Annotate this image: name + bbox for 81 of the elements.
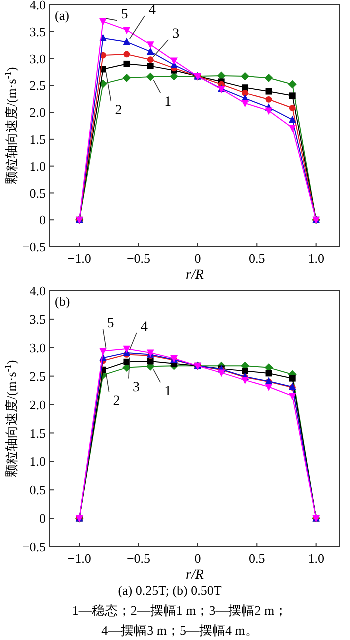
point [242, 100, 250, 108]
y-tick-label: 0 [40, 212, 46, 228]
text: 1—稳态；2—摆幅1 m；3—摆幅2 m； [72, 603, 288, 618]
text: 4—摆幅3 m；5—摆幅4 m。 [102, 623, 258, 638]
point [264, 74, 274, 82]
y-tick-label: 1.5 [30, 426, 46, 441]
point [265, 108, 273, 116]
point [147, 358, 154, 365]
x-tick-label: 1.0 [308, 551, 324, 566]
y-tick-label: 2.0 [30, 397, 46, 412]
series-label: 1 [164, 95, 172, 110]
series-label: 1 [164, 384, 172, 400]
point [288, 124, 296, 132]
y-tick-label: 3.5 [30, 24, 46, 40]
x-tick-label: 0 [194, 551, 202, 566]
y-tick-label: 3.0 [30, 51, 46, 66]
series-label: 4 [140, 320, 148, 336]
series-label: 2 [113, 394, 120, 410]
point [266, 88, 272, 95]
text: 4 [148, 3, 156, 18]
x-tick-label: −1.0 [68, 551, 92, 566]
series-label: 2 [115, 104, 122, 119]
text: (a) 0.25T; (b) 0.50T [118, 583, 222, 598]
point [146, 72, 155, 82]
point [288, 393, 296, 400]
point [218, 370, 226, 378]
point [146, 48, 154, 55]
point [170, 58, 178, 66]
chart-title: (b) [55, 294, 70, 309]
x-tick-label: 0 [194, 251, 202, 266]
point [242, 368, 249, 374]
x-tick-label: 0.5 [249, 551, 266, 566]
y-tick-label: 4.0 [30, 284, 46, 299]
point [146, 42, 154, 49]
point [242, 90, 249, 96]
y-tick-label: 1.0 [30, 158, 46, 174]
y-tick-label: 3.5 [30, 312, 46, 327]
y-tick-label: 3.0 [30, 340, 46, 356]
y-tick-label: 2.5 [30, 368, 46, 384]
point [124, 51, 130, 58]
point [100, 348, 107, 356]
point [123, 38, 131, 46]
point [265, 384, 273, 392]
y-tick-label: −0.5 [22, 540, 46, 555]
point [147, 56, 154, 64]
x-axis-title: r/R [186, 568, 204, 583]
series-label: 3 [172, 26, 180, 42]
y-tick-label: 1.0 [30, 454, 46, 470]
series-label: 5 [107, 316, 114, 332]
point [124, 60, 130, 68]
x-tick-label: −1.0 [68, 251, 92, 266]
chart-title: (a) [55, 8, 70, 23]
x-tick-label: −0.5 [126, 251, 151, 266]
point [241, 72, 250, 81]
x-axis-title: r/R [186, 268, 204, 283]
x-tick-label: −0.5 [126, 551, 151, 566]
point [122, 74, 132, 82]
series-label: 3 [132, 380, 140, 396]
point [288, 80, 297, 89]
y-tick-label: 4.0 [30, 0, 46, 13]
point [289, 105, 296, 112]
point [289, 375, 296, 382]
y-tick-label: −0.5 [22, 240, 46, 255]
x-tick-label: 0.5 [249, 251, 266, 266]
y-tick-label: 2.0 [30, 105, 46, 120]
point [147, 63, 154, 70]
y-tick-label: 0.5 [30, 186, 46, 201]
x-tick-label: 1.0 [308, 251, 324, 266]
y-tick-label: 0 [40, 511, 46, 526]
y-tick-label: 2.5 [30, 78, 46, 94]
point [288, 116, 296, 124]
series-label: 5 [121, 8, 128, 23]
point [242, 84, 249, 92]
point [123, 27, 131, 34]
y-tick-label: 1.5 [30, 132, 46, 147]
y-tick-label: 0.5 [30, 482, 46, 498]
point [242, 377, 250, 385]
point [123, 346, 131, 354]
point [289, 92, 296, 100]
point [100, 18, 107, 26]
point [266, 96, 272, 103]
